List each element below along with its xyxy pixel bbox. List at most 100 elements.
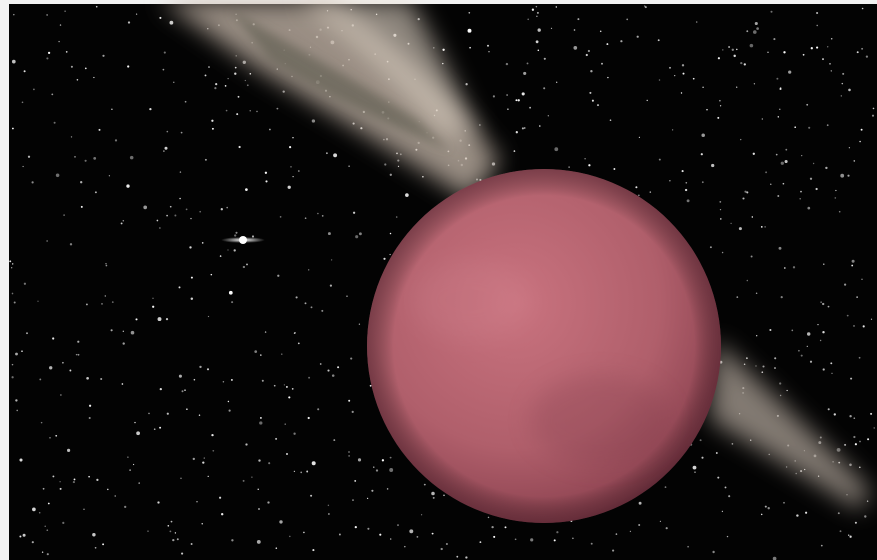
star [94, 546, 97, 549]
star [864, 515, 867, 518]
star [530, 538, 534, 542]
star [108, 175, 111, 177]
star [826, 124, 829, 127]
star [46, 240, 48, 242]
star [389, 456, 392, 459]
star [830, 362, 833, 365]
star [291, 388, 294, 390]
star [134, 421, 136, 424]
star [169, 205, 172, 208]
star [198, 414, 201, 416]
star [849, 463, 852, 467]
star [231, 539, 234, 542]
star [685, 181, 688, 184]
star [830, 70, 832, 72]
star [856, 51, 859, 54]
star [166, 130, 169, 133]
star [686, 199, 690, 203]
star [731, 443, 734, 445]
star [288, 396, 291, 399]
star [556, 81, 558, 83]
star [649, 191, 652, 193]
star [423, 483, 426, 486]
star [820, 301, 822, 303]
star [684, 188, 688, 192]
star [722, 49, 724, 51]
star [13, 301, 16, 304]
star [179, 197, 181, 200]
star [148, 412, 150, 415]
star [760, 226, 763, 228]
star [726, 535, 729, 538]
star [220, 208, 223, 211]
star [337, 366, 340, 369]
star [180, 477, 182, 480]
star [687, 545, 689, 548]
star [550, 27, 553, 30]
star [486, 44, 490, 47]
star [212, 449, 215, 452]
star [236, 113, 239, 116]
star [92, 533, 96, 537]
star [717, 476, 720, 479]
star [728, 46, 731, 48]
star [405, 193, 409, 197]
star [338, 533, 341, 536]
star [260, 354, 262, 356]
star [86, 376, 89, 380]
star [159, 426, 162, 429]
planet-shade [367, 169, 721, 523]
star [27, 155, 31, 158]
star [841, 82, 844, 85]
star [827, 408, 830, 411]
star [853, 417, 856, 420]
star [47, 51, 51, 55]
star [782, 182, 785, 185]
star [88, 404, 92, 407]
star [681, 170, 684, 173]
star [816, 24, 818, 27]
star [11, 292, 14, 295]
star [769, 328, 772, 332]
star [373, 466, 375, 468]
star [44, 525, 46, 527]
star [166, 214, 168, 217]
star [249, 73, 252, 75]
star [780, 161, 784, 165]
star [208, 66, 210, 68]
star [762, 365, 765, 368]
star [848, 88, 851, 92]
star [129, 155, 134, 160]
star [49, 436, 51, 439]
star [777, 116, 780, 118]
star [308, 376, 311, 379]
star [169, 20, 174, 25]
star [806, 345, 808, 348]
star [740, 138, 742, 141]
star [816, 46, 819, 49]
star [246, 263, 248, 266]
star [830, 37, 833, 40]
star [719, 99, 721, 102]
star [638, 194, 640, 196]
star [371, 489, 374, 492]
star [16, 409, 19, 412]
star [800, 354, 803, 357]
star [127, 21, 131, 24]
star [100, 377, 103, 381]
star [699, 439, 702, 442]
star [178, 286, 181, 289]
star [358, 232, 362, 236]
star [293, 470, 296, 473]
star [397, 165, 400, 168]
star [467, 28, 472, 33]
star [523, 127, 526, 129]
star [465, 556, 468, 559]
star [234, 234, 237, 237]
star [234, 66, 237, 69]
star [537, 49, 540, 52]
star [531, 8, 535, 11]
star [770, 10, 773, 13]
star [219, 255, 222, 257]
